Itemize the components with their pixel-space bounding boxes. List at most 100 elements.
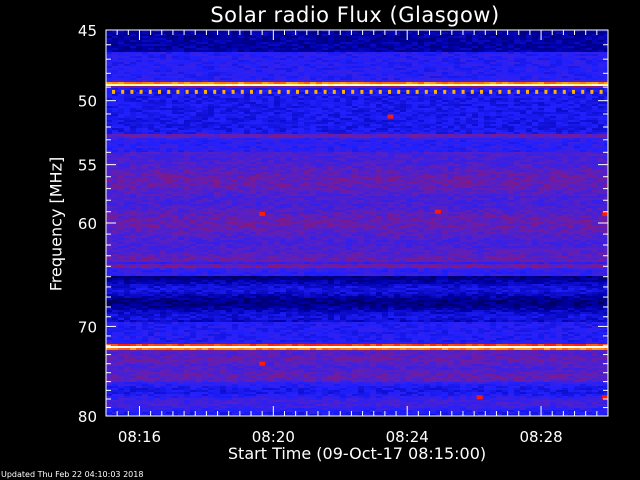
heatmap-cell	[292, 90, 299, 93]
heatmap-cell	[238, 42, 245, 45]
heatmap-cell	[382, 126, 389, 129]
heatmap-cell	[514, 30, 521, 33]
heatmap-cell	[184, 130, 191, 133]
heatmap-cell	[208, 112, 215, 115]
heatmap-cell	[478, 36, 485, 39]
heatmap-cell	[154, 96, 161, 99]
heatmap-cell	[142, 126, 149, 129]
heatmap-cell	[352, 38, 359, 41]
heatmap-cell	[574, 110, 581, 113]
heatmap-cell	[388, 90, 395, 93]
heatmap-cell	[124, 42, 131, 45]
heatmap-cell	[514, 140, 521, 143]
heatmap-cell	[550, 64, 557, 67]
heatmap-cell	[466, 124, 473, 127]
heatmap-cell	[532, 98, 539, 101]
heatmap-cell	[358, 50, 365, 53]
heatmap-cell	[334, 132, 341, 135]
heatmap-cell	[346, 110, 353, 113]
heatmap-cell	[154, 54, 161, 57]
heatmap-cell	[436, 32, 443, 35]
heatmap-cell	[232, 44, 239, 47]
heatmap-cell	[334, 110, 341, 113]
heatmap-cell	[280, 46, 287, 49]
heatmap-cell	[268, 112, 275, 115]
heatmap-cell	[532, 96, 539, 99]
heatmap-cell	[208, 36, 215, 39]
heatmap-cell	[220, 52, 227, 55]
heatmap-cell	[466, 136, 473, 139]
heatmap-cell	[508, 144, 515, 147]
heatmap-cell	[268, 44, 275, 47]
heatmap-cell	[202, 72, 209, 75]
heatmap-cell	[310, 148, 317, 151]
heatmap-cell	[340, 102, 347, 105]
heatmap-cell	[418, 34, 425, 37]
heatmap-cell	[442, 122, 449, 125]
heatmap-cell	[388, 42, 395, 45]
heatmap-cell	[214, 138, 221, 141]
heatmap-cell	[466, 52, 473, 55]
heatmap-cell	[118, 86, 125, 89]
heatmap-cell	[556, 90, 563, 93]
heatmap-cell	[466, 76, 473, 79]
heatmap-cell	[154, 130, 161, 133]
heatmap-cell	[232, 46, 239, 49]
heatmap-cell	[352, 90, 359, 93]
heatmap-cell	[124, 88, 131, 91]
heatmap-cell	[430, 54, 437, 57]
heatmap-cell	[370, 126, 377, 129]
heatmap-cell	[418, 80, 425, 83]
heatmap-cell	[196, 68, 203, 71]
heatmap-cell	[418, 108, 425, 111]
heatmap-cell	[136, 148, 143, 151]
heatmap-cell	[154, 102, 161, 105]
heatmap-cell	[502, 48, 509, 51]
heatmap-cell	[304, 134, 311, 137]
heatmap-cell	[310, 78, 317, 81]
heatmap-cell	[142, 70, 149, 73]
heatmap-cell	[478, 110, 485, 113]
heatmap-cell	[382, 144, 389, 147]
heatmap-cell	[142, 56, 149, 59]
heatmap-cell	[322, 60, 329, 63]
heatmap-cell	[358, 80, 365, 83]
heatmap-cell	[544, 34, 551, 37]
heatmap-cell	[106, 114, 113, 117]
heatmap-cell	[538, 94, 545, 97]
heatmap-cell	[400, 54, 407, 57]
heatmap-cell	[226, 76, 233, 79]
heatmap-cell	[322, 40, 329, 43]
heatmap-cell	[568, 130, 575, 133]
heatmap-cell	[400, 66, 407, 69]
heatmap-cell	[532, 140, 539, 143]
heatmap-cell	[436, 88, 443, 91]
heatmap-cell	[142, 108, 149, 111]
heatmap-cell	[274, 56, 281, 59]
heatmap-cell	[514, 114, 521, 117]
heatmap-cell	[568, 142, 575, 145]
heatmap-cell	[514, 70, 521, 73]
heatmap-cell	[286, 60, 293, 63]
heatmap-cell	[226, 122, 233, 125]
heatmap-cell	[202, 40, 209, 43]
heatmap-cell	[190, 138, 197, 141]
heatmap-cell	[364, 112, 371, 115]
heatmap-cell	[262, 114, 269, 117]
heatmap-cell	[262, 54, 269, 57]
heatmap-cell	[376, 98, 383, 101]
heatmap-cell	[598, 50, 605, 53]
heatmap-cell	[586, 100, 593, 103]
heatmap-cell	[142, 110, 149, 113]
heatmap-cell	[550, 54, 557, 57]
heatmap-cell	[502, 144, 509, 147]
heatmap-cell	[184, 72, 191, 75]
heatmap-cell	[580, 96, 587, 99]
heatmap-cell	[538, 82, 545, 85]
heatmap-cell	[598, 36, 605, 39]
heatmap-cell	[280, 146, 287, 149]
heatmap-cell	[454, 50, 461, 53]
heatmap-cell	[196, 60, 203, 63]
heatmap-cell	[394, 70, 401, 73]
heatmap-cell	[406, 70, 413, 73]
